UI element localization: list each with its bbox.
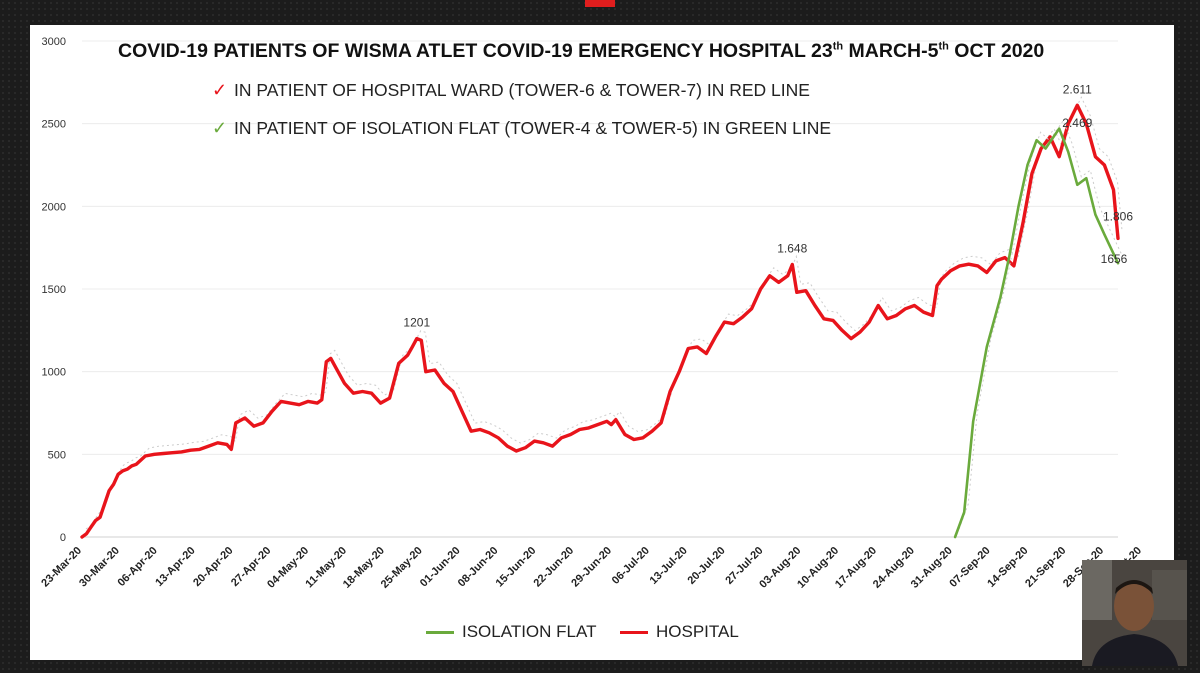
- series-line-hospital: [80, 103, 1120, 539]
- line-chart: 0 500 1000 1500 2000 2500 3000 23-Mar-2030-Mar-…: [39, 36, 1144, 591]
- y-tick-label: 2000: [42, 201, 66, 213]
- y-tick-label: 1000: [42, 367, 66, 379]
- y-tick-label: 500: [48, 449, 66, 461]
- x-tick-label: 23-Mar-20: [39, 545, 84, 590]
- green-check-icon: ✓: [212, 118, 228, 138]
- x-tick-label: 20-Apr-20: [191, 545, 235, 589]
- data-label: 2.469: [1062, 116, 1092, 130]
- series-shadow: [958, 119, 1123, 530]
- webcam-video: [1082, 560, 1187, 666]
- legend-swatch-red: [620, 631, 648, 635]
- x-tick-label: 31-Aug-20: [909, 545, 955, 591]
- y-tick-label: 1500: [42, 284, 66, 296]
- series-shadow: [85, 96, 1123, 530]
- data-label: 1201: [403, 315, 430, 329]
- x-tick-label: 25-May-20: [379, 545, 425, 591]
- y-tick-label: 3000: [42, 36, 66, 48]
- x-tick-label: 29-Jun-20: [569, 545, 614, 590]
- x-tick-label: 22-Jun-20: [531, 545, 576, 590]
- x-tick-label: 06-Jul-20: [610, 545, 652, 587]
- note-green: ✓ IN PATIENT OF ISOLATION FLAT (TOWER-4 &…: [212, 118, 832, 138]
- data-label: 1.648: [777, 242, 807, 256]
- x-tick-label: 20-Jul-20: [685, 545, 727, 587]
- x-tick-label: 13-Jul-20: [648, 545, 690, 587]
- data-label: 1.806: [1103, 209, 1133, 223]
- legend-swatch-green: [426, 631, 454, 635]
- data-label: 1656: [1101, 252, 1128, 266]
- x-tick-label: 13-Apr-20: [153, 545, 197, 589]
- series-line-isolation-flat: [953, 127, 1120, 539]
- x-tick-label: 06-Apr-20: [115, 545, 159, 589]
- data-label: 2.611: [1063, 82, 1092, 96]
- chart-slide: 0 500 1000 1500 2000 2500 3000 23-Mar-20 30-Mar-…: [30, 25, 1174, 660]
- legend-isolation: ISOLATION FLAT: [426, 622, 596, 642]
- y-tick-label: 0: [60, 532, 66, 544]
- recording-indicator: [585, 0, 615, 7]
- x-tick-label: 30-Mar-20: [77, 545, 122, 590]
- x-tick-label: 01-Jun-20: [418, 545, 463, 590]
- red-check-icon: ✓: [212, 80, 228, 100]
- y-tick-label: 2500: [42, 119, 66, 131]
- note-red: ✓ IN PATIENT OF HOSPITAL WARD (TOWER-6 & …: [212, 80, 810, 100]
- x-tick-label: 08-Jun-20: [456, 545, 501, 590]
- chart-title: COVID-19 PATIENTS OF WISMA ATLET COVID-1…: [118, 40, 1045, 62]
- legend-hospital: HOSPITAL: [620, 622, 739, 642]
- x-tick-label: 15-Jun-20: [494, 545, 539, 590]
